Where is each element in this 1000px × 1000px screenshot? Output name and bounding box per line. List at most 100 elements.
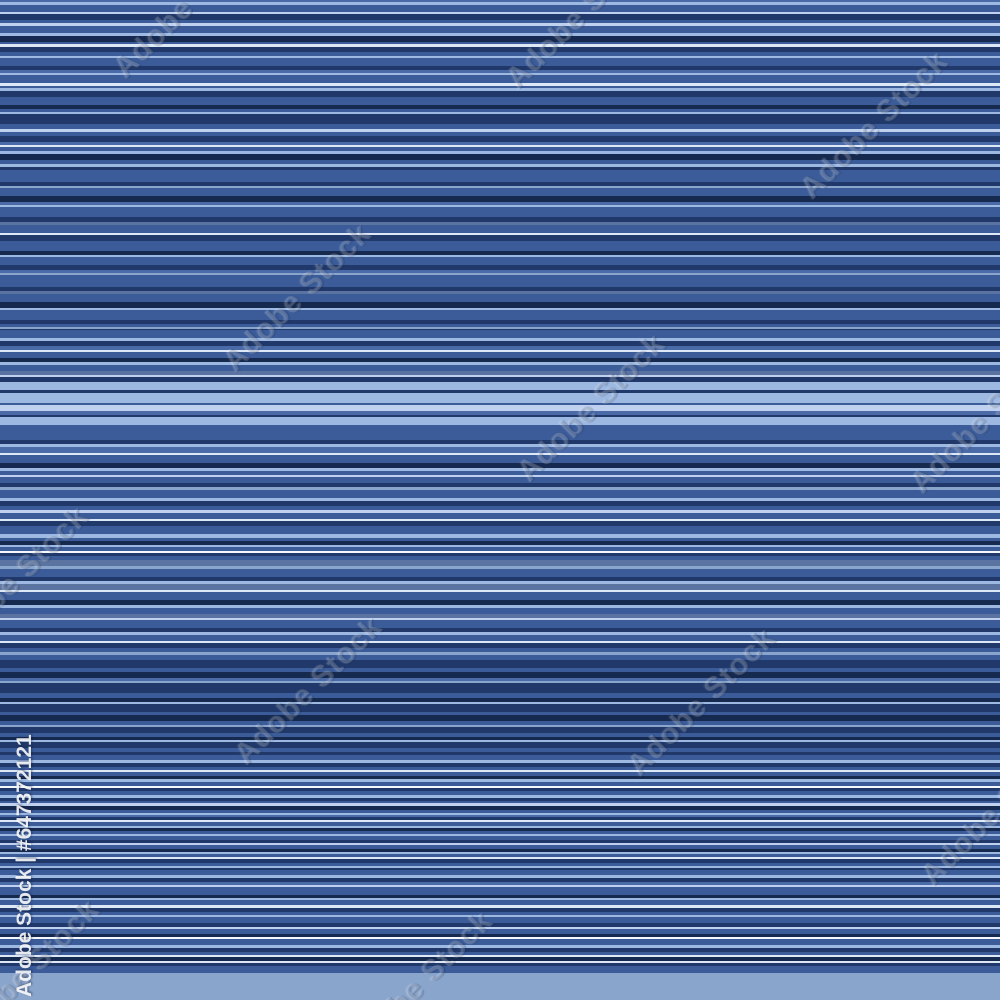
stripe bbox=[0, 350, 1000, 352]
stripe bbox=[0, 362, 1000, 365]
stripe bbox=[0, 948, 1000, 952]
stripe bbox=[0, 828, 1000, 831]
stripe bbox=[0, 795, 1000, 798]
stripe bbox=[0, 453, 1000, 455]
stripe bbox=[0, 506, 1000, 510]
stripe bbox=[0, 698, 1000, 702]
stripe bbox=[0, 308, 1000, 310]
stripe bbox=[0, 600, 1000, 605]
stripe bbox=[0, 782, 1000, 786]
stripe bbox=[0, 678, 1000, 681]
stripe bbox=[0, 310, 1000, 320]
stripe bbox=[0, 147, 1000, 151]
stripe bbox=[0, 415, 1000, 417]
stripe bbox=[0, 566, 1000, 569]
stripe bbox=[0, 188, 1000, 196]
stripe bbox=[0, 167, 1000, 170]
stripe bbox=[0, 329, 1000, 330]
stripe bbox=[0, 182, 1000, 186]
stripe bbox=[0, 952, 1000, 955]
stripe bbox=[0, 5, 1000, 12]
stripe bbox=[0, 498, 1000, 501]
stripe bbox=[0, 915, 1000, 917]
stripe bbox=[0, 302, 1000, 308]
stripe bbox=[0, 866, 1000, 868]
stripe bbox=[0, 294, 1000, 302]
stripe bbox=[0, 737, 1000, 740]
stripe bbox=[0, 468, 1000, 471]
stripe bbox=[0, 560, 1000, 566]
stripe bbox=[0, 770, 1000, 772]
stripe bbox=[0, 908, 1000, 912]
stripe bbox=[0, 377, 1000, 382]
stripe bbox=[0, 330, 1000, 338]
stripe bbox=[0, 845, 1000, 849]
stripe bbox=[0, 822, 1000, 826]
stripe bbox=[0, 620, 1000, 628]
stripe bbox=[0, 538, 1000, 541]
stripe bbox=[0, 898, 1000, 900]
stripe bbox=[0, 791, 1000, 795]
stripe bbox=[0, 56, 1000, 58]
stripe bbox=[0, 776, 1000, 779]
stripe bbox=[0, 75, 1000, 83]
stripe bbox=[0, 455, 1000, 463]
stripe bbox=[0, 273, 1000, 275]
stripe bbox=[0, 365, 1000, 371]
stripe bbox=[0, 806, 1000, 810]
stripe bbox=[0, 547, 1000, 551]
stripe bbox=[0, 859, 1000, 863]
stripe bbox=[0, 60, 1000, 66]
stripe bbox=[0, 849, 1000, 852]
stripe bbox=[0, 66, 1000, 70]
stripe bbox=[0, 672, 1000, 678]
stripe bbox=[0, 393, 1000, 403]
stripe bbox=[0, 23, 1000, 26]
stripe bbox=[0, 270, 1000, 273]
stripe bbox=[0, 632, 1000, 635]
stripe bbox=[0, 748, 1000, 752]
stripe bbox=[0, 868, 1000, 870]
stripe bbox=[0, 939, 1000, 945]
stripe bbox=[0, 20, 1000, 23]
stripe bbox=[0, 905, 1000, 908]
stripe bbox=[0, 154, 1000, 160]
stripe bbox=[0, 704, 1000, 712]
stripe bbox=[0, 635, 1000, 641]
stripe bbox=[0, 109, 1000, 112]
stripe bbox=[0, 91, 1000, 97]
stripe bbox=[0, 275, 1000, 287]
stripe bbox=[0, 763, 1000, 767]
stripe bbox=[0, 287, 1000, 291]
stripe bbox=[0, 235, 1000, 241]
stripe bbox=[0, 852, 1000, 854]
stripe bbox=[0, 702, 1000, 704]
stripe bbox=[0, 863, 1000, 866]
stripe bbox=[0, 937, 1000, 939]
stripe bbox=[0, 592, 1000, 600]
stripe bbox=[0, 581, 1000, 584]
stripe bbox=[0, 477, 1000, 483]
stripe bbox=[0, 58, 1000, 60]
stripe bbox=[0, 521, 1000, 526]
stripe bbox=[0, 526, 1000, 534]
stripe bbox=[0, 655, 1000, 660]
stripe bbox=[0, 151, 1000, 154]
stripe bbox=[0, 725, 1000, 727]
stripe bbox=[0, 471, 1000, 475]
stripe bbox=[0, 241, 1000, 251]
stripe bbox=[0, 291, 1000, 294]
stripe bbox=[0, 733, 1000, 737]
stripe bbox=[0, 955, 1000, 957]
stripe bbox=[0, 382, 1000, 390]
stripe bbox=[0, 112, 1000, 114]
stripe bbox=[0, 2, 1000, 5]
stripe bbox=[0, 217, 1000, 222]
stripe bbox=[0, 923, 1000, 927]
stripe bbox=[0, 569, 1000, 577]
stripe bbox=[0, 14, 1000, 20]
stripe bbox=[0, 222, 1000, 225]
stripe bbox=[0, 375, 1000, 377]
stripe bbox=[0, 652, 1000, 655]
stripe bbox=[0, 475, 1000, 477]
